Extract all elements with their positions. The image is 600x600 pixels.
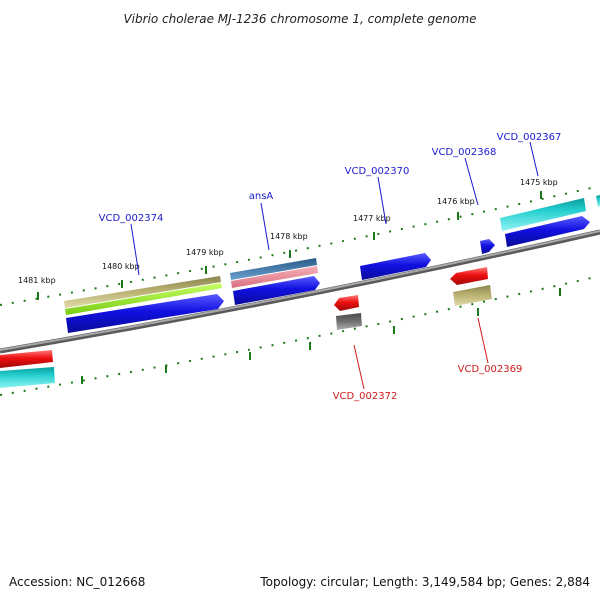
feature-bar-lime[interactable]	[65, 283, 222, 315]
cds-arrow-blue[interactable]	[360, 253, 431, 280]
tick-label: 1475 kbp	[520, 178, 558, 187]
outer-tick-track	[0, 185, 600, 306]
feature-bar-khaki[interactable]	[64, 276, 221, 308]
genome-summary-text: Topology: circular; Length: 3,149,584 bp…	[259, 575, 590, 589]
gene-label-vcd-002372[interactable]: VCD_002372	[333, 344, 398, 402]
chromosome-backbone	[0, 229, 600, 354]
tick-label: 1480 kbp	[102, 262, 140, 271]
gene-label-vcd-002370[interactable]: VCD_002370	[345, 166, 410, 225]
gene-label-text: VCD_002370	[345, 166, 410, 177]
gene-label-text: VCD_002374	[99, 213, 164, 224]
cds-arrow-blue[interactable]	[505, 216, 590, 247]
tick-label: 1478 kbp	[270, 232, 308, 241]
gene-label-text: VCD_002369	[458, 364, 523, 375]
gene-label-text: VCD_002372	[333, 391, 398, 402]
gene-label-vcd-002367[interactable]: VCD_002367	[497, 132, 562, 177]
gene-label-vcd-002374[interactable]: VCD_002374	[99, 213, 164, 276]
tick-label: 1477 kbp	[353, 214, 391, 223]
cds-arrow-red[interactable]	[0, 350, 53, 368]
cds-arrow-blue[interactable]	[66, 294, 224, 333]
feature-bar-cyan[interactable]	[596, 195, 600, 207]
feature-tracks-forward	[64, 195, 600, 333]
tick-label: 1476 kbp	[437, 197, 475, 206]
cds-arrow-red[interactable]	[334, 295, 359, 311]
feature-bar-khaki[interactable]	[453, 285, 492, 306]
major-tick-marks	[37, 191, 561, 384]
map-title: Vibrio cholerae MJ-1236 chromosome 1, co…	[123, 12, 476, 26]
gene-label-ansa[interactable]: ansA	[249, 191, 274, 251]
gene-label-text: ansA	[249, 191, 274, 202]
gene-label-vcd-002369[interactable]: VCD_002369	[458, 317, 523, 375]
gene-label-vcd-002368[interactable]: VCD_002368	[432, 147, 497, 206]
feature-bar-cyan[interactable]	[0, 367, 55, 388]
feature-bar-cyan[interactable]	[500, 198, 586, 231]
accession-text: Accession: NC_012668	[9, 575, 145, 589]
cds-arrow-blue[interactable]	[233, 276, 320, 305]
gene-label-text: VCD_002368	[432, 147, 497, 158]
tick-labels: 1481 kbp 1480 kbp 1479 kbp 1478 kbp 1477…	[18, 178, 558, 285]
tick-label: 1481 kbp	[18, 276, 56, 285]
inner-tick-track	[0, 275, 600, 396]
gene-label-text: VCD_002367	[497, 132, 562, 143]
tick-label: 1479 kbp	[186, 248, 224, 257]
cds-arrow-blue[interactable]	[480, 239, 495, 254]
feature-tracks-reverse	[0, 267, 492, 388]
feature-bar-pink[interactable]	[231, 266, 318, 288]
feature-bar-steelblue[interactable]	[230, 258, 317, 280]
feature-bar-grey[interactable]	[336, 313, 362, 330]
cds-arrow-red[interactable]	[450, 267, 488, 285]
